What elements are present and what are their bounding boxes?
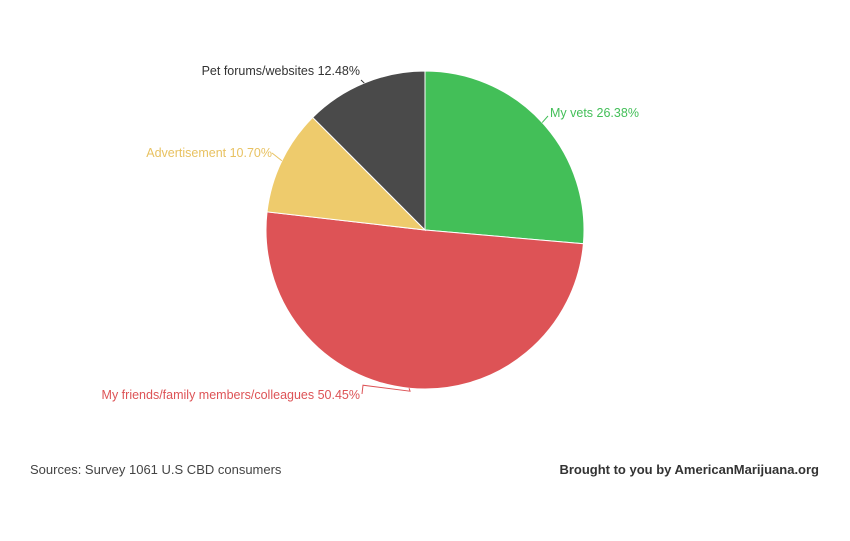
- slice-label: Advertisement 10.70%: [146, 146, 272, 160]
- leader-line: [360, 79, 365, 84]
- pie-slice: [424, 70, 585, 245]
- pie-slice: [265, 211, 584, 390]
- leader-line: [271, 152, 283, 162]
- slice-label: My friends/family members/colleagues 50.…: [102, 388, 360, 402]
- leader-line: [541, 115, 549, 123]
- leader-line: [361, 384, 411, 395]
- credit-note: Brought to you by AmericanMarijuana.org: [559, 462, 819, 477]
- pie-slice: [266, 116, 427, 231]
- slice-label: My vets 26.38%: [550, 106, 639, 120]
- slice-label: Pet forums/websites 12.48%: [202, 64, 360, 78]
- source-note: Sources: Survey 1061 U.S CBD consumers: [30, 462, 282, 477]
